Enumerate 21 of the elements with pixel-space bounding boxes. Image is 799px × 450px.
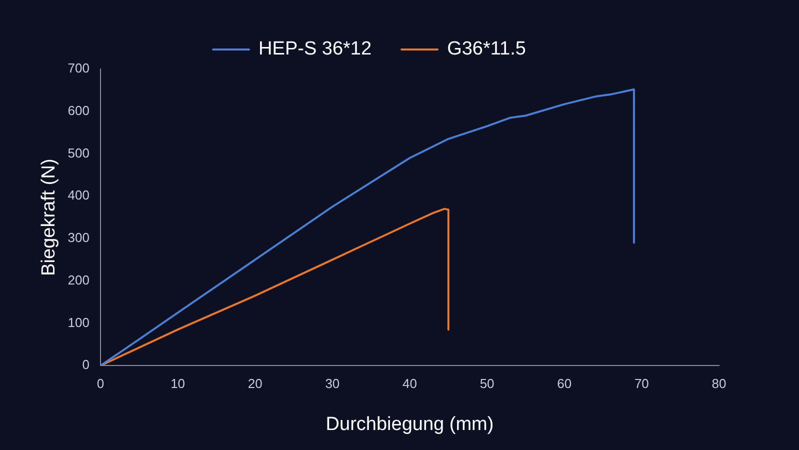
x-tick-label: 70 bbox=[634, 376, 649, 391]
x-tick-label: 10 bbox=[170, 376, 186, 391]
y-tick-label: 100 bbox=[68, 314, 90, 330]
legend-label: HEP-S 36*12 bbox=[258, 38, 372, 60]
y-tick-label: 0 bbox=[82, 357, 90, 372]
x-tick-label: 30 bbox=[325, 376, 340, 391]
legend-label: G36*11.5 bbox=[447, 38, 526, 60]
x-tick-label: 50 bbox=[480, 376, 494, 391]
x-tick-label: 20 bbox=[248, 376, 262, 391]
x-tick-label: 80 bbox=[712, 376, 726, 391]
y-tick-label: 500 bbox=[68, 145, 90, 160]
y-tick-label: 700 bbox=[68, 60, 90, 76]
y-tick-label: 600 bbox=[68, 102, 90, 118]
x-tick-label: 0 bbox=[96, 376, 104, 391]
y-tick-label: 400 bbox=[68, 188, 90, 203]
y-axis-title: Biegekraft (N) bbox=[38, 158, 60, 276]
y-tick-label: 200 bbox=[68, 272, 90, 288]
y-tick-label: 300 bbox=[68, 230, 90, 246]
x-axis-title: Durchbiegung (mm) bbox=[326, 414, 494, 435]
x-tick-label: 40 bbox=[402, 376, 417, 391]
x-tick-label: 60 bbox=[557, 376, 572, 391]
